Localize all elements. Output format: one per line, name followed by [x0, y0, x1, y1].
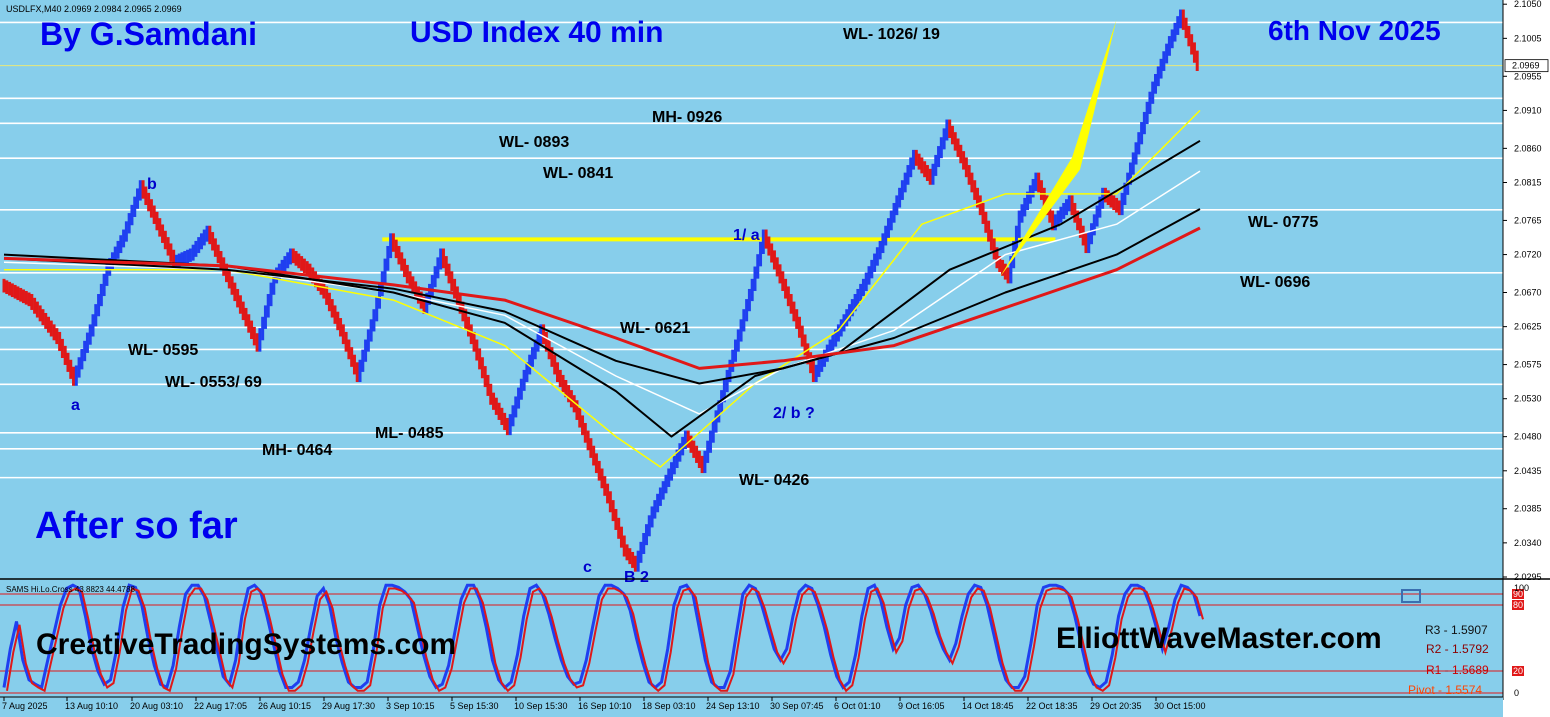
ma-white-line: [3, 170, 1201, 415]
x-tick-label: 10 Sep 15:30: [514, 701, 568, 711]
y-tick-label: 2.0575: [1514, 360, 1542, 370]
level-label: WL- 0553/ 69: [165, 374, 262, 391]
wave-label: 2/ b ?: [773, 405, 815, 422]
x-tick-label: 22 Oct 18:35: [1026, 701, 1078, 711]
indicator-name: SAMS Hi.Lo.Cross 43.8823 44.4788: [6, 585, 136, 594]
indicator-level-label: 0: [1514, 688, 1519, 698]
ma-yellow-line: [4, 109, 1201, 468]
oscillator-red-line: [6, 587, 1204, 693]
level-label: WL- 0775: [1248, 214, 1318, 231]
y-tick-label: 2.0670: [1514, 288, 1542, 298]
x-tick-label: 13 Aug 10:10: [65, 701, 118, 711]
time-axis-bg: [0, 697, 1503, 717]
indicator-top-label: 100: [1514, 583, 1529, 593]
level-label: WL- 0841: [543, 165, 613, 182]
x-tick-label: 24 Sep 13:10: [706, 701, 760, 711]
y-tick-label: 2.0480: [1514, 432, 1542, 442]
x-tick-label: 16 Sep 10:10: [578, 701, 632, 711]
author-label: By G.Samdani: [40, 16, 257, 52]
x-tick-label: 3 Sep 10:15: [386, 701, 435, 711]
y-tick-label: 2.0340: [1514, 538, 1542, 548]
y-tick-label: 2.1050: [1514, 0, 1542, 9]
x-tick-label: 30 Sep 07:45: [770, 701, 824, 711]
pivot-label: R1 - 1.5689: [1426, 663, 1489, 677]
x-tick-label: 7 Aug 2025: [2, 701, 48, 711]
logo-icon: [1401, 589, 1421, 603]
wave-label: 1/ a: [733, 227, 760, 244]
y-tick-label: 2.0385: [1514, 504, 1542, 514]
x-tick-label: 30 Oct 15:00: [1154, 701, 1206, 711]
level-label: WL- 0595: [128, 342, 198, 359]
y-tick-label: 2.0815: [1514, 177, 1542, 187]
note-label: After so far: [35, 505, 238, 547]
indicator-level-label: 20: [1513, 666, 1523, 676]
ma-black-slow-line: [3, 208, 1201, 385]
wave-label: b: [147, 176, 157, 193]
y-tick-label: 2.0955: [1514, 71, 1542, 81]
level-label: WL- 1026/ 19: [843, 26, 940, 43]
indicator-level-label: 90: [1513, 589, 1523, 599]
level-label: ML- 0485: [375, 425, 444, 442]
y-tick-label: 2.0625: [1514, 322, 1542, 332]
level-label: WL- 0696: [1240, 274, 1310, 291]
x-tick-label: 22 Aug 17:05: [194, 701, 247, 711]
x-tick-label: 29 Aug 17:30: [322, 701, 375, 711]
level-label: WL- 0621: [620, 320, 690, 337]
x-tick-label: 29 Oct 20:35: [1090, 701, 1142, 711]
current-price-label: 2.0969: [1512, 61, 1540, 71]
wave-label: c: [583, 559, 592, 576]
y-tick-label: 2.0860: [1514, 143, 1542, 153]
y-tick-label: 2.1005: [1514, 33, 1542, 43]
current-price-box: [1504, 59, 1549, 73]
indicator-level-label: 80: [1513, 600, 1523, 610]
x-tick-label: 20 Aug 03:10: [130, 701, 183, 711]
indicator-level-box: [1512, 600, 1524, 610]
level-label: WL- 0426: [739, 472, 809, 489]
level-label: MH- 0926: [652, 109, 722, 126]
symbol-header: USDLFX,M40 2.0969 2.0984 2.0965 2.0969: [6, 4, 182, 14]
wave-label: a: [71, 397, 80, 414]
indicator-level-box: [1512, 589, 1524, 599]
x-tick-label: 14 Oct 18:45: [962, 701, 1014, 711]
annotations: USDLFX,M40 2.0969 2.0984 2.0965 2.0969 B…: [0, 4, 1550, 697]
date-label: 6th Nov 2025: [1268, 15, 1441, 46]
main-panel: [0, 9, 1503, 572]
y-tick-label: 2.0530: [1514, 394, 1542, 404]
price-axis-bg: [1503, 0, 1550, 717]
level-label: MH- 0464: [262, 442, 332, 459]
y-tick-label: 2.0910: [1514, 105, 1542, 115]
ma-red-line: [3, 226, 1201, 370]
y-tick-label: 2.0295: [1514, 572, 1542, 582]
y-tick-label: 2.0720: [1514, 250, 1542, 260]
indicator-level-box: [1512, 666, 1524, 676]
chart-title: USD Index 40 min: [410, 16, 663, 49]
x-tick-label: 6 Oct 01:10: [834, 701, 881, 711]
ma-black-fast-line: [3, 139, 1201, 438]
x-tick-label: 9 Oct 16:05: [898, 701, 945, 711]
x-tick-label: 5 Sep 15:30: [450, 701, 499, 711]
x-tick-label: 26 Aug 10:15: [258, 701, 311, 711]
site-left-label: CreativeTradingSystems.com: [36, 628, 456, 661]
y-tick-label: 2.0435: [1514, 466, 1542, 476]
level-label: WL- 0893: [499, 134, 569, 151]
x-tick-label: 18 Sep 03:10: [642, 701, 696, 711]
pivot-label: R3 - 1.5907: [1425, 623, 1488, 637]
pivot-label: Pivot - 1.5574: [1408, 683, 1482, 697]
site-right-label: ElliottWaveMaster.com: [1056, 622, 1382, 655]
pivot-label: R2 - 1.5792: [1426, 642, 1489, 656]
wave-label: B 2: [624, 569, 649, 586]
indicator-panel: [0, 583, 1503, 694]
y-tick-label: 2.0765: [1514, 215, 1542, 225]
